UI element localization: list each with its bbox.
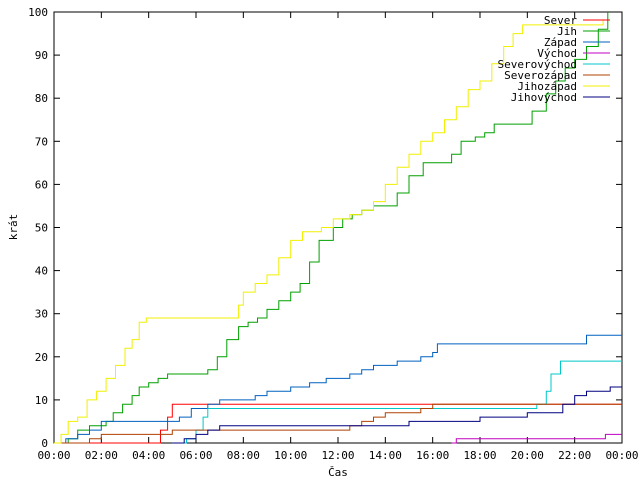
series-lines [54, 12, 622, 444]
series-line-4 [172, 360, 622, 444]
x-tick-label: 10:00 [274, 449, 307, 462]
y-axis-ticks: 0 10 20 30 40 50 60 70 80 90 100 [28, 6, 622, 450]
x-tick-label: 02:00 [85, 449, 118, 462]
x-tick-label: 14:00 [369, 449, 402, 462]
series-line-5 [54, 403, 622, 444]
y-tick-label: 50 [35, 222, 48, 235]
series-line-2 [54, 334, 622, 444]
y-tick-label: 30 [35, 308, 48, 321]
y-tick-label: 80 [35, 92, 48, 105]
x-axis-ticks: 00:00 02:00 04:00 06:00 08:00 10:00 12:00 14:00… [37, 12, 639, 462]
x-tick-label: 20:00 [511, 449, 544, 462]
y-tick-label: 90 [35, 49, 48, 62]
legend-label: Jihozápad [517, 80, 577, 93]
x-tick-label: 08:00 [227, 449, 260, 462]
x-tick-label: 00:00 [37, 449, 70, 462]
series-line-3 [451, 433, 622, 444]
legend-label: Sever [544, 14, 577, 27]
x-axis-label: Čas [328, 466, 348, 479]
y-tick-label: 0 [41, 437, 48, 450]
x-tick-label: 18:00 [463, 449, 496, 462]
x-tick-label: 12:00 [321, 449, 354, 462]
series-line-6 [54, 20, 604, 444]
series-line-7 [172, 386, 622, 444]
y-tick-label: 70 [35, 135, 48, 148]
x-tick-label: 22:00 [558, 449, 591, 462]
legend-label: Východ [537, 47, 577, 60]
x-tick-label: 04:00 [132, 449, 165, 462]
x-tick-label: 06:00 [179, 449, 212, 462]
y-axis-label: krát [7, 214, 20, 241]
legend-label: Západ [544, 36, 577, 49]
series-line-1 [56, 12, 609, 444]
x-tick-label: 00:00 [605, 449, 638, 462]
legend-label: Severozápad [504, 69, 577, 82]
legend-label: Jih [557, 25, 577, 38]
x-tick-label: 16:00 [416, 449, 449, 462]
y-tick-label: 60 [35, 178, 48, 191]
legend-label: Severovýchod [498, 58, 577, 71]
y-tick-label: 20 [35, 351, 48, 364]
y-tick-label: 10 [35, 394, 48, 407]
legend: SeverJihZápadVýchodSeverovýchodSeverozáp… [498, 14, 610, 104]
series-line-0 [54, 403, 622, 444]
legend-label: Jihovýchod [511, 91, 577, 104]
y-tick-label: 40 [35, 265, 48, 278]
y-tick-label: 100 [28, 6, 48, 19]
